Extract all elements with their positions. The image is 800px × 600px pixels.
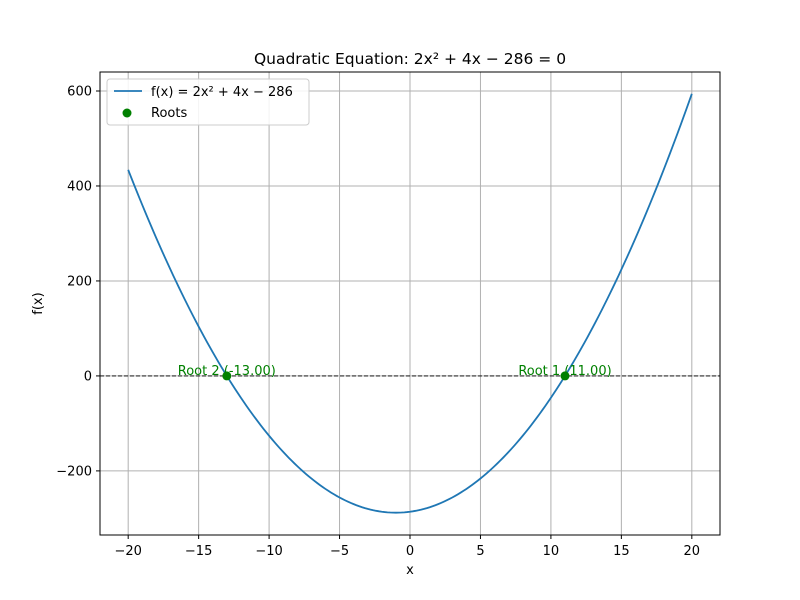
- chart-title: Quadratic Equation: 2x² + 4x − 286 = 0: [254, 50, 566, 68]
- y-axis-label: f(x): [31, 292, 46, 314]
- root-label: Root 2 (-13.00): [178, 364, 276, 379]
- root-annotations: Root 1 (11.00) Root 2 (-13.00): [178, 364, 612, 379]
- x-tick-label: −10: [255, 544, 282, 559]
- y-tick-label: −200: [56, 464, 92, 479]
- legend-box: [106, 78, 310, 126]
- y-tick-label: 0: [84, 369, 92, 384]
- x-tick-label: 5: [476, 544, 484, 559]
- x-tick-label: −20: [114, 544, 141, 559]
- legend-dot-swatch: [122, 108, 132, 118]
- x-tick-label: 10: [543, 544, 560, 559]
- roots-scatter: [222, 371, 570, 381]
- x-tick-label: −15: [185, 544, 212, 559]
- legend-entry-roots: Roots: [151, 106, 187, 121]
- root-label: Root 1 (11.00): [518, 364, 611, 379]
- x-tick-label: 0: [406, 544, 414, 559]
- grid-lines: [100, 72, 720, 535]
- x-axis-label: x: [406, 563, 414, 578]
- x-tick-label: −5: [330, 544, 349, 559]
- legend-entry-function: f(x) = 2x² + 4x − 286: [151, 85, 293, 100]
- series-line-quadratic: [127, 93, 693, 514]
- y-tick-label: 200: [67, 274, 92, 289]
- legend: f(x) = 2x² + 4x − 286 Roots: [106, 78, 310, 126]
- root-point: [560, 371, 570, 381]
- axis-ticks: −20 −15 −10 −5 0 5 10 15 20 −200 0 200 400 600: [56, 84, 700, 559]
- y-tick-label: 600: [67, 84, 92, 99]
- y-tick-label: 400: [67, 179, 92, 194]
- x-tick-label: 15: [613, 544, 630, 559]
- x-tick-label: 20: [684, 544, 701, 559]
- root-point: [222, 371, 232, 381]
